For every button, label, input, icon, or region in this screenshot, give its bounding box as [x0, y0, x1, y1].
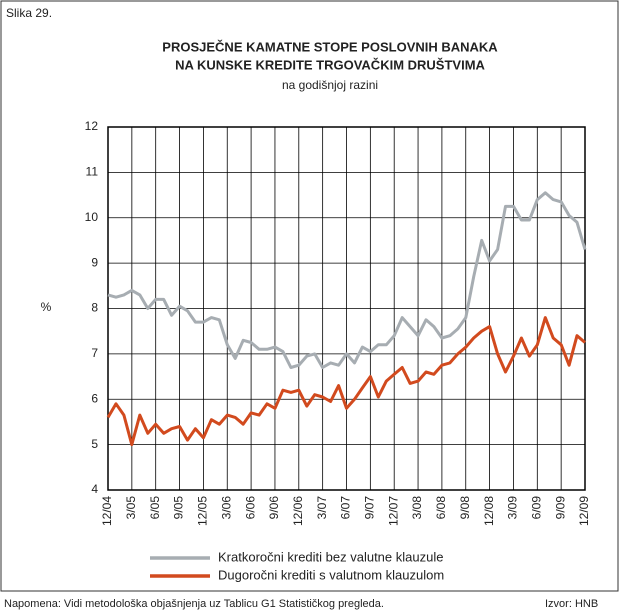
y-tick-label: 11 [86, 165, 99, 179]
series-line [106, 316, 586, 447]
y-tick-label: 6 [91, 391, 98, 405]
x-tick-label: 9/09 [553, 496, 567, 520]
x-tick-label: 3/06 [219, 496, 233, 520]
y-tick-label: 4 [91, 482, 98, 496]
chart-title: PROSJEČNE KAMATNE STOPE POSLOVNIH BANAKA [162, 39, 498, 54]
frame [0, 0, 619, 592]
y-tick-label: 9 [91, 255, 98, 269]
x-tick-label: 9/07 [363, 496, 377, 520]
figure-label: Slika 29. [6, 6, 52, 20]
chart-subtitle: na godišnjoj razini [282, 78, 378, 92]
x-tick-label: 12/08 [482, 496, 496, 526]
x-tick-label: 3/08 [410, 496, 424, 520]
x-tick-label: 9/08 [458, 496, 472, 520]
x-tick-label: 9/05 [172, 496, 186, 520]
series-line [107, 191, 587, 369]
x-tick-label: 6/05 [148, 496, 162, 520]
y-tick-label: 5 [91, 437, 98, 451]
y-tick-label: 10 [85, 210, 99, 224]
x-tick-label: 6/09 [529, 496, 543, 520]
x-tick-label: 6/06 [243, 496, 257, 520]
y-tick-label: 8 [91, 301, 98, 315]
x-tick-label: 6/08 [434, 496, 448, 520]
x-tick-label: 12/07 [386, 496, 400, 526]
note: Napomena: Vidi metodološka objašnjenja u… [4, 598, 384, 610]
x-tick-label: 12/06 [291, 496, 305, 526]
x-tick-label: 9/06 [267, 496, 281, 520]
x-tick-label: 3/09 [506, 496, 520, 520]
x-tick-label: 3/05 [124, 496, 138, 520]
y-tick-label: 12 [85, 119, 99, 133]
x-tick-label: 12/04 [100, 496, 114, 526]
chart-title: NA KUNSKE KREDITE TRGOVAČKIM DRUŠTVIMA [175, 57, 485, 72]
x-tick-label: 3/07 [315, 496, 329, 520]
x-tick-label: 12/05 [196, 496, 210, 526]
x-tick-label: 12/09 [577, 496, 591, 526]
source: Izvor: HNB [545, 598, 598, 610]
legend-label: Kratkoročni krediti bez valutne klauzule [218, 549, 443, 564]
y-tick-label: 7 [91, 346, 98, 360]
x-tick-label: 6/07 [339, 496, 353, 520]
y-axis-label: % [41, 300, 52, 314]
legend-label: Dugoročni krediti s valutnom klauzulom [218, 567, 444, 582]
